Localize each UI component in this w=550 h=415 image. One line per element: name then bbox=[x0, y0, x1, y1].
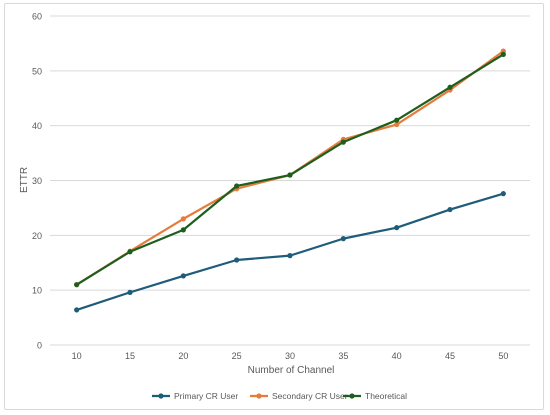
y-tick-labels: 0 10 20 30 40 50 60 bbox=[32, 12, 42, 351]
data-point bbox=[447, 84, 453, 90]
data-point bbox=[287, 253, 293, 259]
x-tick-label: 50 bbox=[498, 351, 508, 361]
x-tick-label: 30 bbox=[285, 351, 295, 361]
y-tick-label: 60 bbox=[32, 12, 42, 22]
legend: Primary CR User Secondary CR User Theoreti… bbox=[152, 391, 407, 401]
y-tick-label: 30 bbox=[32, 176, 42, 186]
data-point bbox=[394, 225, 400, 231]
data-point bbox=[180, 273, 186, 279]
data-point bbox=[340, 139, 346, 145]
x-tick-label: 20 bbox=[178, 351, 188, 361]
data-point bbox=[500, 191, 506, 197]
series-primary-cr-user bbox=[74, 191, 506, 313]
legend-swatch-marker bbox=[158, 393, 164, 399]
x-tick-label: 35 bbox=[338, 351, 348, 361]
data-point bbox=[287, 172, 293, 178]
data-point bbox=[340, 236, 346, 242]
data-point bbox=[180, 227, 186, 233]
legend-item: Theoretical bbox=[343, 391, 407, 401]
data-point bbox=[180, 216, 186, 222]
x-axis-label: Number of Channel bbox=[248, 365, 335, 376]
legend-swatch-marker bbox=[256, 393, 262, 399]
data-point bbox=[447, 206, 453, 213]
x-tick-label: 40 bbox=[392, 351, 402, 361]
x-tick-label: 10 bbox=[72, 351, 82, 361]
series-secondary-cr-user bbox=[74, 48, 506, 288]
legend-label: Theoretical bbox=[365, 391, 407, 401]
series-line bbox=[76, 192, 504, 311]
y-tick-label: 10 bbox=[32, 286, 42, 296]
y-tick-label: 40 bbox=[32, 121, 42, 131]
data-point bbox=[500, 51, 506, 57]
data-point bbox=[127, 289, 133, 295]
data-point bbox=[74, 307, 80, 313]
series-group bbox=[74, 48, 506, 313]
data-point bbox=[234, 183, 240, 189]
data-point bbox=[74, 282, 80, 288]
y-tick-label: 0 bbox=[37, 341, 42, 351]
data-point bbox=[394, 121, 400, 128]
series-line bbox=[76, 53, 504, 286]
x-tick-label: 25 bbox=[232, 351, 242, 361]
x-tick-labels: 10 15 20 25 30 35 40 45 50 bbox=[72, 351, 509, 361]
legend-label: Secondary CR User bbox=[272, 391, 348, 401]
y-tick-label: 50 bbox=[32, 66, 42, 76]
legend-swatch-marker bbox=[349, 393, 355, 399]
series-theoretical bbox=[74, 51, 506, 288]
data-point bbox=[234, 257, 240, 263]
legend-label: Primary CR User bbox=[174, 391, 238, 401]
y-axis-label: ETTR bbox=[19, 167, 30, 193]
data-point bbox=[394, 117, 400, 123]
legend-item: Primary CR User bbox=[152, 391, 238, 401]
y-tick-label: 20 bbox=[32, 231, 42, 241]
legend-item: Secondary CR User bbox=[250, 391, 348, 401]
x-tick-label: 15 bbox=[125, 351, 135, 361]
x-tick-label: 45 bbox=[445, 351, 455, 361]
data-point bbox=[127, 249, 133, 255]
series-line bbox=[76, 50, 504, 286]
